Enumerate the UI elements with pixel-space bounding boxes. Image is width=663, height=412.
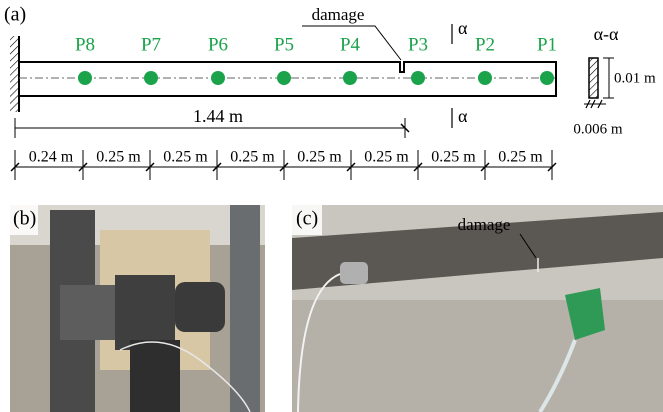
point-label: P4 (340, 34, 361, 55)
section-width: 0.006 m (573, 121, 623, 137)
damage-label: damage (458, 215, 511, 234)
dim-tick (10, 162, 20, 172)
photo-cable (538, 339, 577, 412)
points: P8 P7 P6 P5 P4 P3 P2 P1 (75, 34, 557, 85)
dim-tick (413, 162, 423, 172)
measure-point (277, 71, 291, 85)
measure-point (478, 71, 492, 85)
photo-sensor (340, 262, 368, 284)
photo-cable (119, 341, 251, 412)
measure-point (78, 71, 92, 85)
photo-clamp (115, 275, 175, 350)
spacings: 0.24 m 0.25 m 0.25 m 0.25 m 0.25 m 0.25 m 0.25… (10, 149, 557, 180)
spacing-label: 0.25 m (431, 149, 476, 166)
panel-label: (c) (296, 208, 318, 230)
label-bg (10, 205, 38, 235)
dim-tick (400, 123, 410, 133)
photo-cable (297, 273, 341, 412)
measure-point (211, 71, 225, 85)
dim-tick (279, 162, 289, 172)
measure-point (343, 71, 357, 85)
dim-tick (346, 162, 356, 172)
dim-tick (547, 162, 557, 172)
section-mark-label: α (458, 18, 468, 38)
spacing-label: 0.25 m (230, 149, 275, 166)
photo-sensor (565, 288, 605, 340)
measure-point (411, 71, 425, 85)
section-title: α-α (594, 24, 619, 44)
point-label: P1 (537, 34, 557, 55)
point-label: P8 (75, 34, 95, 55)
damage-leader (519, 233, 537, 259)
panel-label: (b) (13, 208, 36, 230)
spacing-label: 0.24 m (29, 149, 74, 166)
photo-beam (292, 212, 663, 290)
dim-tick (78, 162, 88, 172)
photo-frame (230, 205, 260, 412)
point-label: P5 (274, 34, 294, 55)
panel-b: (b) (10, 205, 265, 412)
photo-bg (292, 300, 663, 412)
panel-label: (a) (4, 4, 26, 26)
spacing-label: 0.25 m (297, 149, 342, 166)
point-label: P7 (141, 34, 161, 55)
photo-clamp (60, 285, 120, 340)
dim-tick (145, 162, 155, 172)
panel-a: (a) damage P8 P7 P6 P5 P4 P3 P2 P1 α α α-α 0.01… (4, 4, 656, 180)
damage-leader (302, 25, 402, 61)
section-mark-label: α (458, 106, 468, 126)
measure-point (540, 71, 554, 85)
spacing-label: 0.25 m (364, 149, 409, 166)
dim-tick (480, 162, 490, 172)
photo-base (130, 340, 180, 412)
spacing-label: 0.25 m (498, 149, 543, 166)
panel-c: damage (c) (292, 205, 663, 412)
spacing-label: 0.25 m (96, 149, 141, 166)
point-label: P3 (408, 34, 428, 55)
total-length: 1.44 m (193, 106, 243, 126)
section-height: 0.01 m (614, 70, 656, 86)
point-label: P2 (475, 34, 495, 55)
label-bg (292, 205, 322, 235)
damage-label: damage (312, 5, 365, 24)
wall (10, 36, 19, 112)
point-label: P6 (208, 34, 228, 55)
measure-point (144, 71, 158, 85)
cross-section (588, 57, 599, 99)
photo-clamp (175, 282, 225, 332)
dim-tick (212, 162, 222, 172)
spacing-label: 0.25 m (163, 149, 208, 166)
